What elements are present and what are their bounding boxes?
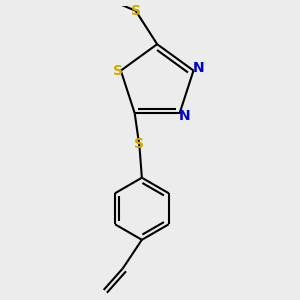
Text: S: S	[131, 4, 141, 18]
Text: N: N	[178, 109, 190, 123]
Text: N: N	[192, 61, 204, 75]
Text: S: S	[134, 137, 145, 151]
Text: S: S	[113, 64, 123, 78]
